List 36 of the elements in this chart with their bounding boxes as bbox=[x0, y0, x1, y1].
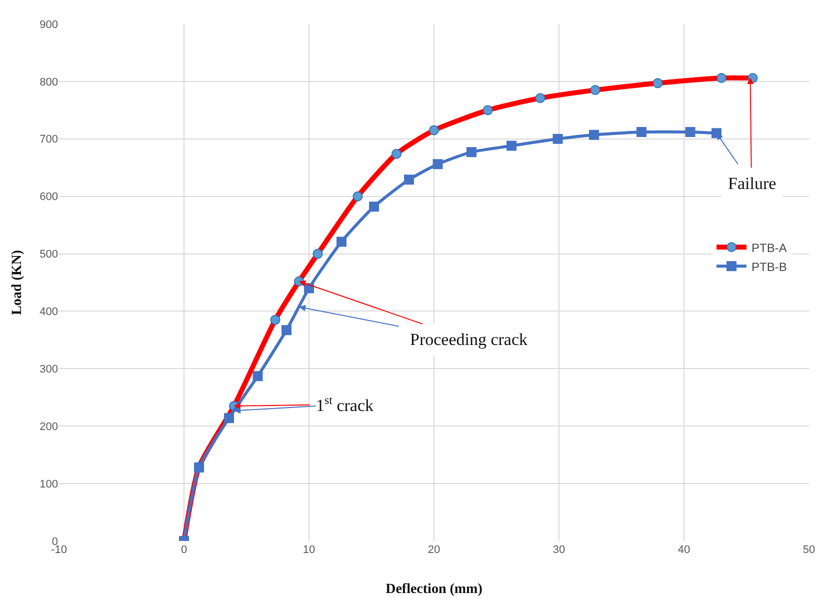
x-axis-title: Deflection (mm) bbox=[386, 582, 483, 597]
y-tick-label: 600 bbox=[40, 191, 58, 204]
y-tick-label: 900 bbox=[40, 18, 58, 31]
x-tick-label: 40 bbox=[678, 544, 690, 556]
point bbox=[282, 325, 292, 336]
x-tick-label: 20 bbox=[428, 544, 440, 556]
y-tick-label: 800 bbox=[40, 76, 58, 88]
y-tick-label: 300 bbox=[40, 364, 58, 376]
point bbox=[506, 140, 516, 151]
annotation: Proceeding crack bbox=[410, 330, 528, 349]
point bbox=[336, 236, 346, 247]
y-tick-label: 200 bbox=[40, 420, 58, 433]
point bbox=[432, 159, 443, 170]
annotation: Failure bbox=[728, 174, 776, 193]
annotation: 1$^{st}$ crack bbox=[316, 393, 374, 416]
x-tick-label: 30 bbox=[552, 544, 566, 556]
point bbox=[369, 202, 379, 212]
y-tick-label: 500 bbox=[40, 248, 58, 261]
y-axis-title: Load (KN) bbox=[10, 250, 25, 315]
point bbox=[636, 127, 646, 137]
x-tick-label: 0 bbox=[180, 544, 188, 556]
y-tick-label: 100 bbox=[40, 478, 58, 490]
point bbox=[685, 127, 696, 137]
y-tick-label: 700 bbox=[40, 134, 58, 146]
legend-label: PTB-A bbox=[752, 240, 787, 255]
x-tick-label: -10 bbox=[51, 544, 67, 556]
point bbox=[552, 134, 563, 144]
y-tick-label: 400 bbox=[40, 306, 58, 318]
point bbox=[589, 130, 599, 140]
point bbox=[466, 147, 476, 158]
x-tick-label: 50 bbox=[802, 544, 816, 556]
point bbox=[404, 174, 414, 185]
point bbox=[252, 371, 263, 382]
point bbox=[224, 413, 234, 424]
x-tick-label: 10 bbox=[302, 544, 316, 556]
legend-label: PTB-B bbox=[752, 260, 787, 274]
